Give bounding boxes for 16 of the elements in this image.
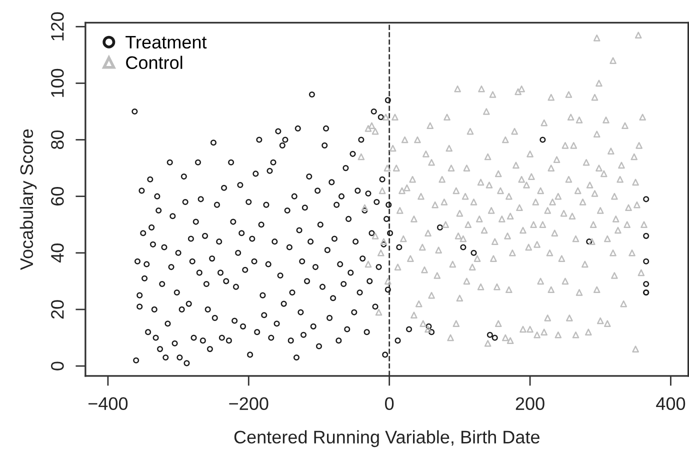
- y-tick-label: 20: [51, 300, 64, 319]
- y-tick-label: 0: [51, 362, 64, 370]
- y-tick-label: 100: [51, 68, 64, 97]
- x-tick-label: 0: [385, 397, 394, 410]
- x-tick-label: 200: [516, 397, 544, 410]
- y-tick-label: 60: [51, 187, 64, 206]
- x-tick-label: 400: [656, 397, 686, 410]
- legend-label: Treatment: [126, 36, 207, 49]
- y-tick-label: 40: [51, 244, 64, 263]
- y-tick-label: 120: [51, 12, 64, 40]
- y-axis-title: Vocabulary Score: [20, 129, 37, 270]
- x-tick-label: −400: [88, 397, 128, 410]
- x-axis-title: Centered Running Variable, Birth Date: [234, 430, 540, 448]
- legend-label: Control: [126, 56, 182, 70]
- y-tick-label: 80: [51, 130, 64, 150]
- x-tick-label: −200: [229, 397, 268, 410]
